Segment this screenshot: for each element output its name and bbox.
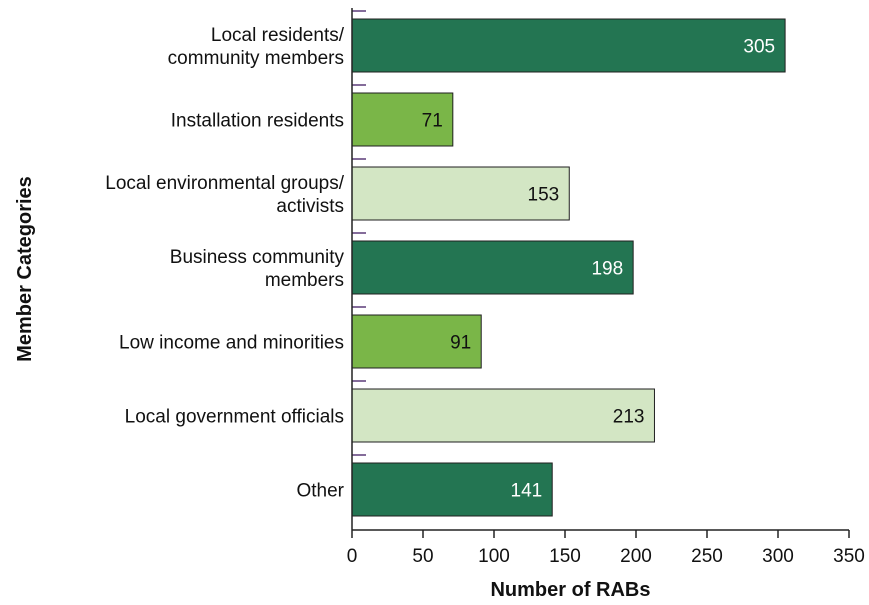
category-label-line: Low income and minorities	[119, 333, 344, 354]
category-label: Local government officials	[125, 407, 344, 428]
x-tick-label: 50	[412, 546, 433, 567]
bar	[351, 314, 482, 369]
bar-value-label: 213	[613, 407, 645, 428]
axes-layer	[351, 8, 849, 531]
category-label: Business community members	[170, 247, 345, 291]
category-label-line: Other	[296, 481, 344, 502]
category-labels-layer: Local residents/community members Install…	[105, 25, 344, 502]
category-label: Local residents/community members	[168, 25, 345, 69]
bar-value-label: 153	[528, 185, 560, 206]
category-label: Installation residents	[171, 111, 344, 132]
x-axis-title: Number of RABs	[490, 579, 650, 601]
category-label-line: Installation residents	[171, 111, 344, 132]
bars-layer: 305 71 153 198 91 213 141	[351, 10, 786, 517]
bar	[351, 462, 553, 517]
x-tick-label: 150	[549, 546, 581, 567]
category-label: Local environmental groups/activists	[105, 173, 344, 217]
bar-value-label: 198	[591, 259, 623, 280]
category-label-line: activists	[276, 196, 344, 217]
bar	[351, 18, 786, 73]
x-ticks-layer: 0 50 100 150 200 250 300 350	[347, 530, 865, 567]
bar	[351, 240, 634, 295]
x-tick-label: 350	[833, 546, 865, 567]
bar	[351, 388, 655, 443]
category-label: Low income and minorities	[119, 333, 344, 354]
category-label: Other	[296, 481, 344, 502]
x-tick-label: 300	[762, 546, 794, 567]
bar-value-label: 305	[743, 37, 775, 58]
category-label-line: Business community	[170, 247, 345, 268]
category-label-line: Local government officials	[125, 407, 344, 428]
category-label-line: community members	[168, 48, 344, 69]
bar-value-label: 141	[511, 481, 543, 502]
y-axis-title: Member Categories	[14, 176, 36, 362]
category-label-line: members	[265, 270, 344, 291]
bar	[351, 166, 570, 221]
x-tick-label: 250	[691, 546, 723, 567]
bar-value-label: 71	[422, 111, 443, 132]
category-label-line: Local environmental groups/	[105, 173, 344, 194]
x-tick-label: 0	[347, 546, 358, 567]
x-tick-label: 200	[620, 546, 652, 567]
x-tick-label: 100	[478, 546, 510, 567]
bar-value-label: 91	[450, 333, 471, 354]
category-label-line: Local residents/	[211, 25, 345, 46]
